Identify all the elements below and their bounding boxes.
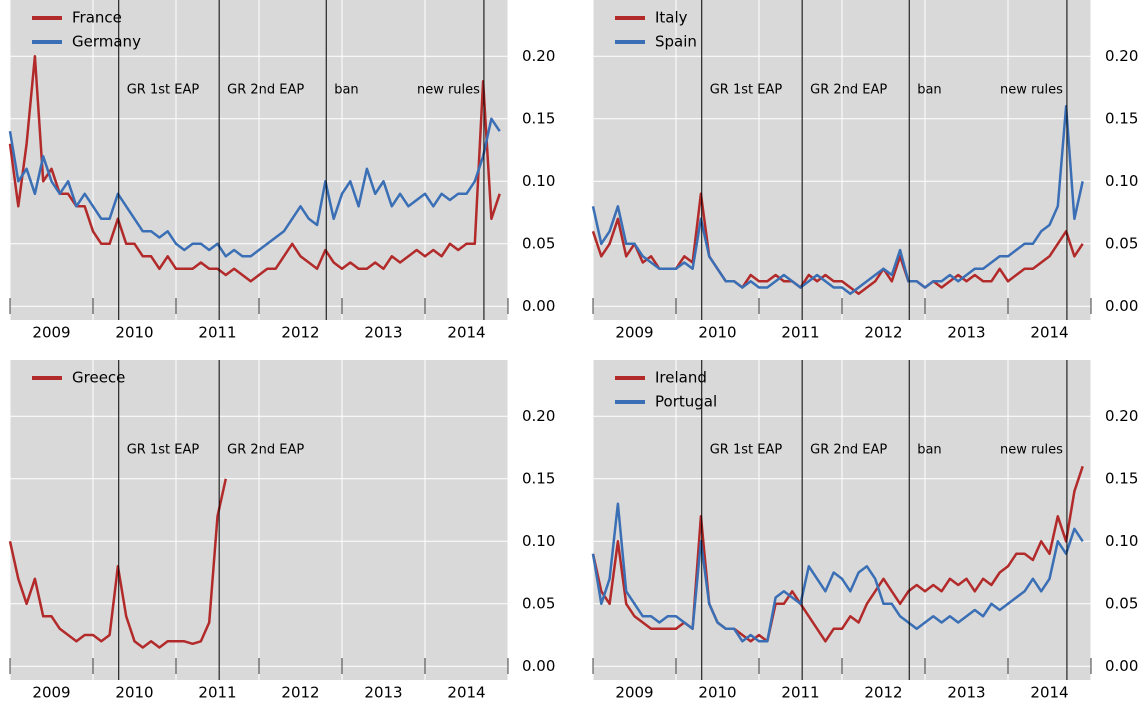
x-tick-label: 2010 [698,684,736,702]
y-tick-label: 0.00 [1105,297,1138,315]
event-label: new rules [1000,443,1063,458]
x-tick-label: 2011 [781,684,819,702]
event-label: GR 2nd EAP [227,443,304,458]
x-tick-label: 2011 [781,324,819,342]
x-tick-label: 2011 [198,684,236,702]
y-tick-label: 0.05 [1105,234,1138,252]
event-label: ban [917,443,941,458]
x-tick-label: 2012 [864,684,902,702]
y-tick-label: 0.20 [522,47,555,65]
x-tick-label: 2014 [447,684,485,702]
data-line [8,117,501,258]
x-tick-label: 2011 [198,324,236,342]
x-tick-label: 2013 [364,684,402,702]
y-tick-label: 0.10 [1105,172,1138,190]
data-line [591,502,1084,643]
x-tick-label: 2009 [615,324,653,342]
y-tick-label: 0.00 [1105,657,1138,675]
y-tick-label: 0.10 [522,532,555,550]
x-tick-label: 2012 [281,684,319,702]
event-label: GR 2nd EAP [810,443,887,458]
event-label: GR 1st EAP [710,443,783,458]
y-tick-label: 0.15 [1105,469,1138,487]
y-tick-label: 0.00 [522,297,555,315]
x-tick-label: 2012 [864,324,902,342]
y-tick-label: 0.05 [522,594,555,612]
legend-label: Portugal [655,393,717,411]
data-line [591,465,1084,643]
x-tick-label: 2009 [615,684,653,702]
x-tick-label: 2012 [281,324,319,342]
y-tick-label: 0.15 [522,109,555,127]
x-tick-label: 2013 [364,324,402,342]
legend-label: Greece [72,369,125,387]
legend-label: Germany [72,33,141,51]
x-tick-label: 2014 [447,324,485,342]
legend-label: France [72,9,122,27]
y-tick-label: 0.10 [1105,532,1138,550]
event-label: ban [334,83,358,98]
y-tick-label: 0.05 [522,234,555,252]
x-tick-label: 2014 [1030,684,1068,702]
event-label: GR 1st EAP [127,443,200,458]
event-label: new rules [417,83,480,98]
y-tick-label: 0.05 [1105,594,1138,612]
legend-label: Ireland [655,369,707,387]
event-label: GR 1st EAP [127,83,200,98]
y-tick-label: 0.20 [1105,407,1138,425]
x-tick-label: 2009 [32,684,70,702]
event-label: GR 1st EAP [710,83,783,98]
y-tick-label: 0.15 [1105,109,1138,127]
y-tick-label: 0.20 [1105,47,1138,65]
x-tick-label: 2014 [1030,324,1068,342]
x-tick-label: 2010 [698,324,736,342]
data-line [8,478,228,649]
event-label: ban [917,83,941,98]
y-tick-label: 0.15 [522,469,555,487]
x-tick-label: 2013 [947,324,985,342]
y-tick-label: 0.10 [522,172,555,190]
event-label: GR 2nd EAP [227,83,304,98]
data-line [8,54,501,283]
event-label: new rules [1000,83,1063,98]
x-tick-label: 2010 [115,324,153,342]
y-tick-label: 0.00 [522,657,555,675]
y-tick-label: 0.20 [522,407,555,425]
x-tick-label: 2010 [115,684,153,702]
x-tick-label: 2009 [32,324,70,342]
x-tick-label: 2013 [947,684,985,702]
legend-label: Italy [655,9,688,27]
legend-label: Spain [655,33,697,51]
data-line [591,105,1084,296]
event-label: GR 2nd EAP [810,83,887,98]
